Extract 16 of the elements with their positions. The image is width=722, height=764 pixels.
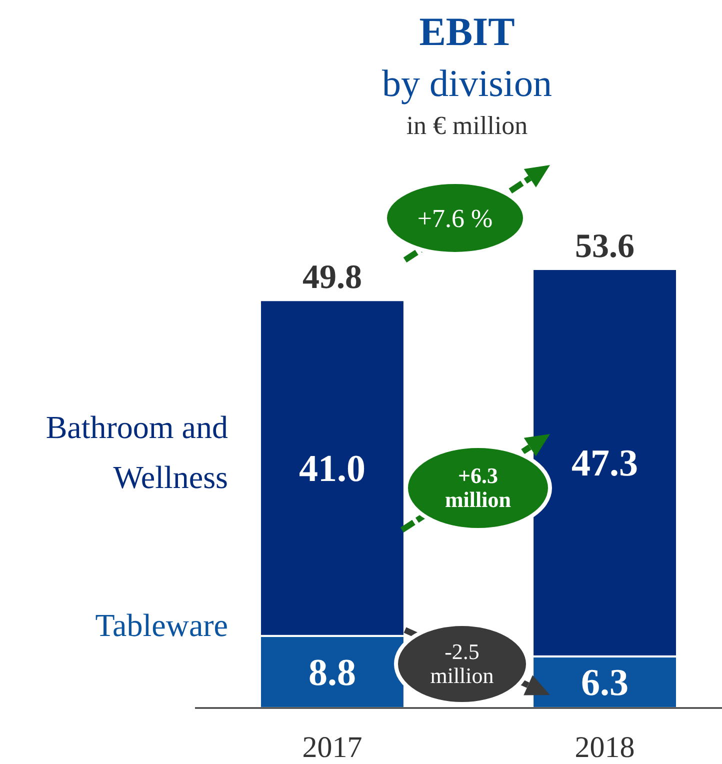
data-label: 47.3 <box>572 442 638 485</box>
y-axis-title: in € million <box>406 111 528 140</box>
data-label: 41.0 <box>298 448 366 490</box>
series-label: Bathroom and Wellness <box>46 409 228 496</box>
x-tick-label: 2017 <box>302 731 362 764</box>
x-tick-label: 2018 <box>574 731 635 764</box>
total-label: 53.6 <box>575 228 635 265</box>
data-label: 6.3 <box>581 662 629 704</box>
annotation: +6.3 million <box>444 463 512 512</box>
data-label: 8.8 <box>308 652 356 694</box>
series-label: Tableware <box>95 606 228 643</box>
text: +7.6 % <box>417 204 493 233</box>
chart-title: EBIT <box>419 9 516 54</box>
total-label: 49.8 <box>302 259 362 296</box>
annotation: -2.5 million <box>430 639 494 688</box>
chart-subtitle: by division <box>382 63 552 105</box>
